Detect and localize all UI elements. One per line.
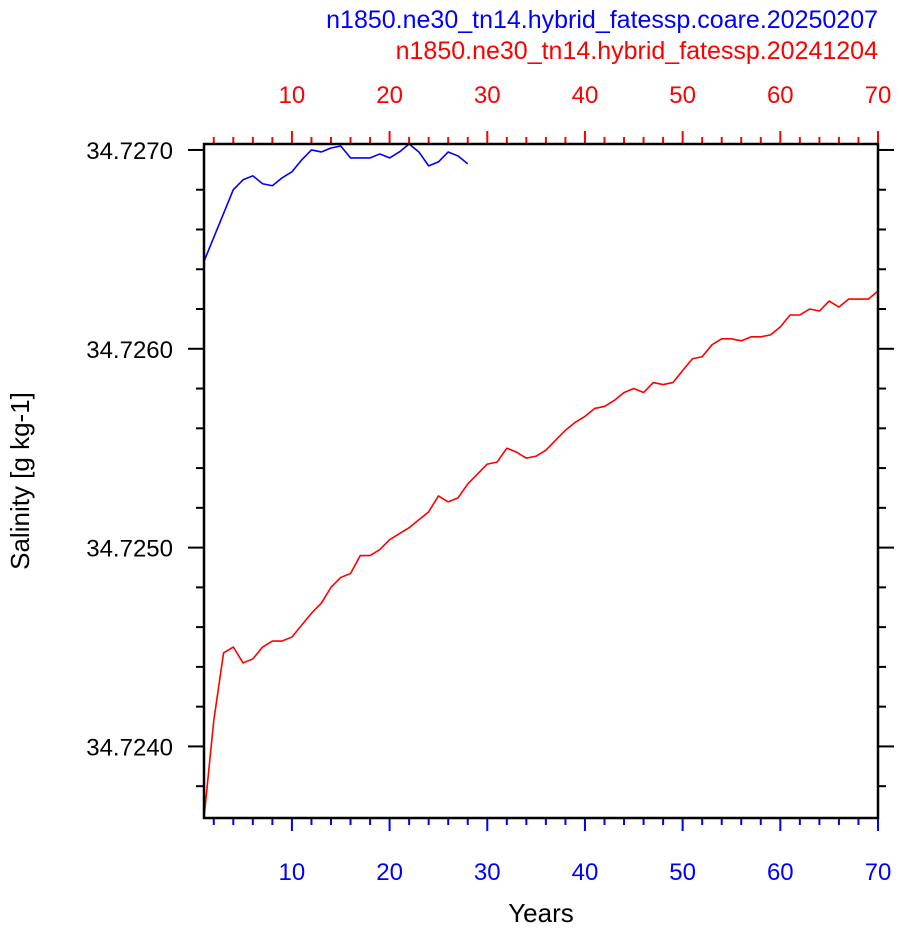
y-tick-label: 34.7270 [86, 138, 173, 165]
x-tick-label-top: 30 [474, 82, 501, 109]
x-tick-label-bottom: 10 [279, 859, 306, 886]
y-axis-label: Salinity [g kg-1] [5, 392, 35, 570]
y-tick-label: 34.7260 [86, 337, 173, 364]
series-title-red: n1850.ne30_tn14.hybrid_fatessp.20241204 [396, 37, 878, 65]
plot-frame [202, 142, 880, 820]
axis-ticks: 10 10 20 20 30 30 40 40 50 50 60 60 70 70 34.7240 34.72… [86, 82, 894, 886]
x-tick-label-top: 50 [669, 82, 696, 109]
x-tick-label-top: 40 [572, 82, 599, 109]
x-tick-label-top: 70 [865, 82, 892, 109]
x-tick-label-top: 10 [279, 82, 306, 109]
series-title-blue: n1850.ne30_tn14.hybrid_fatessp.coare.202… [326, 6, 878, 34]
x-tick-label-bottom: 50 [669, 859, 696, 886]
x-tick-label-top: 60 [767, 82, 794, 109]
y-tick-label: 34.7250 [86, 536, 173, 563]
x-tick-label-bottom: 30 [474, 859, 501, 886]
x-tick-label-bottom: 60 [767, 859, 794, 886]
series-lines [203, 143, 879, 819]
x-tick-label-bottom: 40 [572, 859, 599, 886]
x-tick-label-bottom: 70 [865, 859, 892, 886]
x-tick-label-top: 20 [376, 82, 403, 109]
y-tick-label: 34.7240 [86, 734, 173, 761]
x-tick-label-bottom: 20 [376, 859, 403, 886]
series-line-blue [203, 143, 469, 262]
series-line-red [203, 290, 879, 819]
x-axis-label: Years [508, 898, 574, 928]
